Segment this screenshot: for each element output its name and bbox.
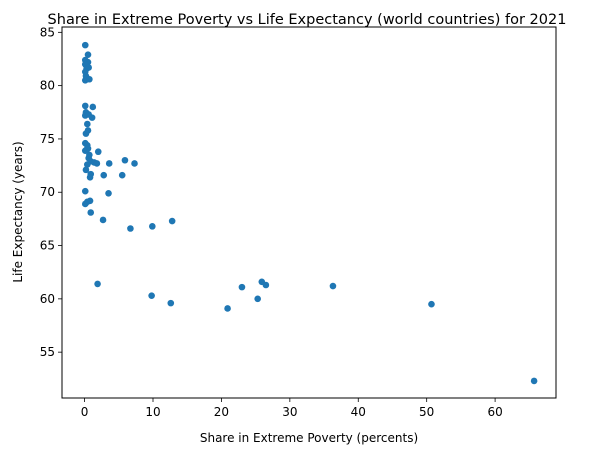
data-point bbox=[131, 160, 138, 167]
data-point bbox=[329, 282, 337, 290]
y-tick-label: 85 bbox=[40, 25, 55, 39]
data-point bbox=[118, 171, 126, 179]
data-point bbox=[262, 281, 270, 289]
data-point bbox=[84, 120, 91, 128]
x-tick-label: 10 bbox=[145, 405, 160, 419]
x-axis-ticks: 0 10 20 30 40 50 60 bbox=[81, 398, 503, 419]
data-point bbox=[81, 187, 89, 195]
x-axis-label: Share in Extreme Poverty (percents) bbox=[200, 431, 418, 445]
data-point bbox=[127, 225, 134, 232]
plot-frame bbox=[61, 26, 557, 399]
data-point bbox=[94, 148, 102, 156]
x-tick-label: 20 bbox=[214, 405, 229, 419]
data-point bbox=[81, 102, 89, 110]
data-point bbox=[81, 41, 89, 49]
x-tick-label: 60 bbox=[487, 405, 502, 419]
x-tick-label: 50 bbox=[419, 405, 434, 419]
x-tick-label: 30 bbox=[282, 405, 297, 419]
data-point bbox=[81, 147, 89, 154]
x-tick-label: 40 bbox=[351, 405, 366, 419]
data-point bbox=[105, 190, 112, 197]
y-axis-ticks: 55 60 65 70 75 80 85 bbox=[40, 25, 62, 359]
data-point bbox=[94, 280, 101, 288]
data-point bbox=[167, 299, 175, 307]
data-point bbox=[238, 283, 246, 291]
y-axis-label: Life Expectancy (years) bbox=[11, 141, 25, 282]
x-tick-label: 0 bbox=[81, 405, 89, 419]
data-point bbox=[87, 209, 95, 216]
data-point bbox=[93, 160, 101, 167]
y-tick-label: 65 bbox=[40, 239, 55, 253]
data-point bbox=[149, 223, 156, 230]
data-point bbox=[99, 216, 107, 224]
data-point bbox=[84, 51, 92, 59]
data-point bbox=[428, 300, 435, 308]
data-point bbox=[530, 377, 538, 385]
y-tick-label: 70 bbox=[40, 185, 55, 199]
data-point bbox=[86, 174, 94, 181]
data-point bbox=[224, 305, 231, 312]
data-point bbox=[86, 75, 93, 83]
data-point bbox=[82, 166, 90, 174]
data-point bbox=[254, 295, 261, 303]
data-point bbox=[148, 292, 155, 299]
data-point bbox=[88, 114, 96, 121]
data-point bbox=[105, 160, 113, 167]
y-tick-label: 75 bbox=[40, 132, 55, 146]
data-point bbox=[89, 103, 97, 111]
y-tick-label: 80 bbox=[40, 79, 55, 93]
data-point bbox=[84, 161, 91, 168]
data-point bbox=[81, 200, 89, 208]
data-point bbox=[82, 130, 90, 137]
y-tick-label: 60 bbox=[40, 292, 55, 306]
data-point bbox=[100, 171, 108, 179]
chart-title: Share in Extreme Poverty vs Life Expecta… bbox=[48, 12, 567, 28]
data-points bbox=[81, 41, 538, 385]
y-tick-label: 55 bbox=[40, 345, 55, 359]
data-point bbox=[121, 156, 129, 164]
data-point bbox=[168, 217, 176, 225]
